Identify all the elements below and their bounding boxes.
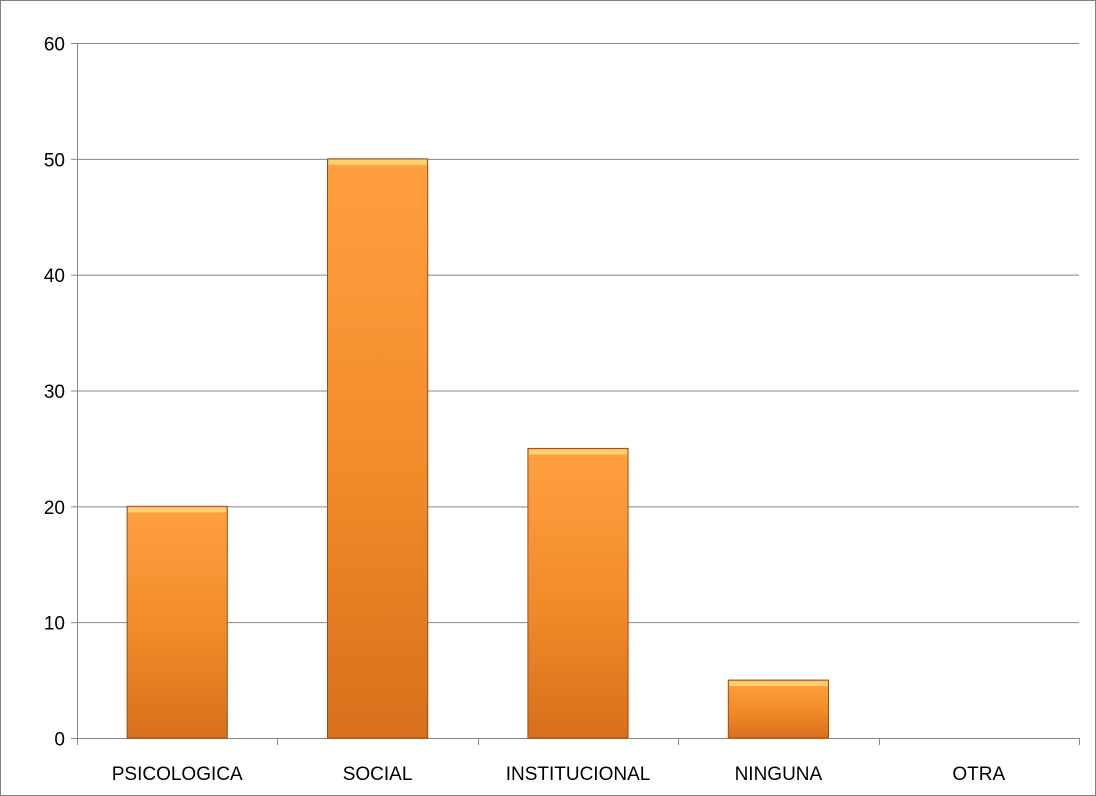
y-tick-label: 10 (44, 614, 65, 635)
y-tick-label: 20 (44, 498, 65, 519)
bar-bevel-highlight (528, 449, 628, 455)
bar-ninguna (727, 679, 829, 739)
y-tick-labels: 0 10 20 30 40 50 60 (44, 35, 65, 751)
y-tick-label: 40 (44, 266, 65, 287)
bar-bevel-highlight (729, 681, 828, 687)
bar-institucional (527, 447, 629, 739)
bars (126, 158, 829, 739)
bar-bevel-highlight (328, 159, 427, 165)
y-tick-label: 30 (44, 382, 65, 403)
x-tick-label: SOCIAL (343, 764, 413, 785)
x-tick-label: PSICOLOGICA (112, 764, 243, 785)
x-tick-label: NINGUNA (735, 764, 823, 785)
y-tick-label: 60 (44, 35, 65, 56)
bar-bevel-highlight (128, 507, 227, 513)
bar-psicologica (126, 505, 228, 739)
x-tick-label: INSTITUCIONAL (506, 764, 651, 785)
y-tick-label: 0 (54, 730, 65, 751)
axes (71, 43, 1080, 745)
x-tick-labels: PSICOLOGICA SOCIAL INSTITUCIONAL NINGUNA OTR… (112, 764, 1006, 785)
y-tick-label: 50 (44, 150, 65, 171)
x-tick-label: OTRA (952, 764, 1005, 785)
bar-social (327, 158, 429, 739)
gridlines (77, 43, 1079, 624)
